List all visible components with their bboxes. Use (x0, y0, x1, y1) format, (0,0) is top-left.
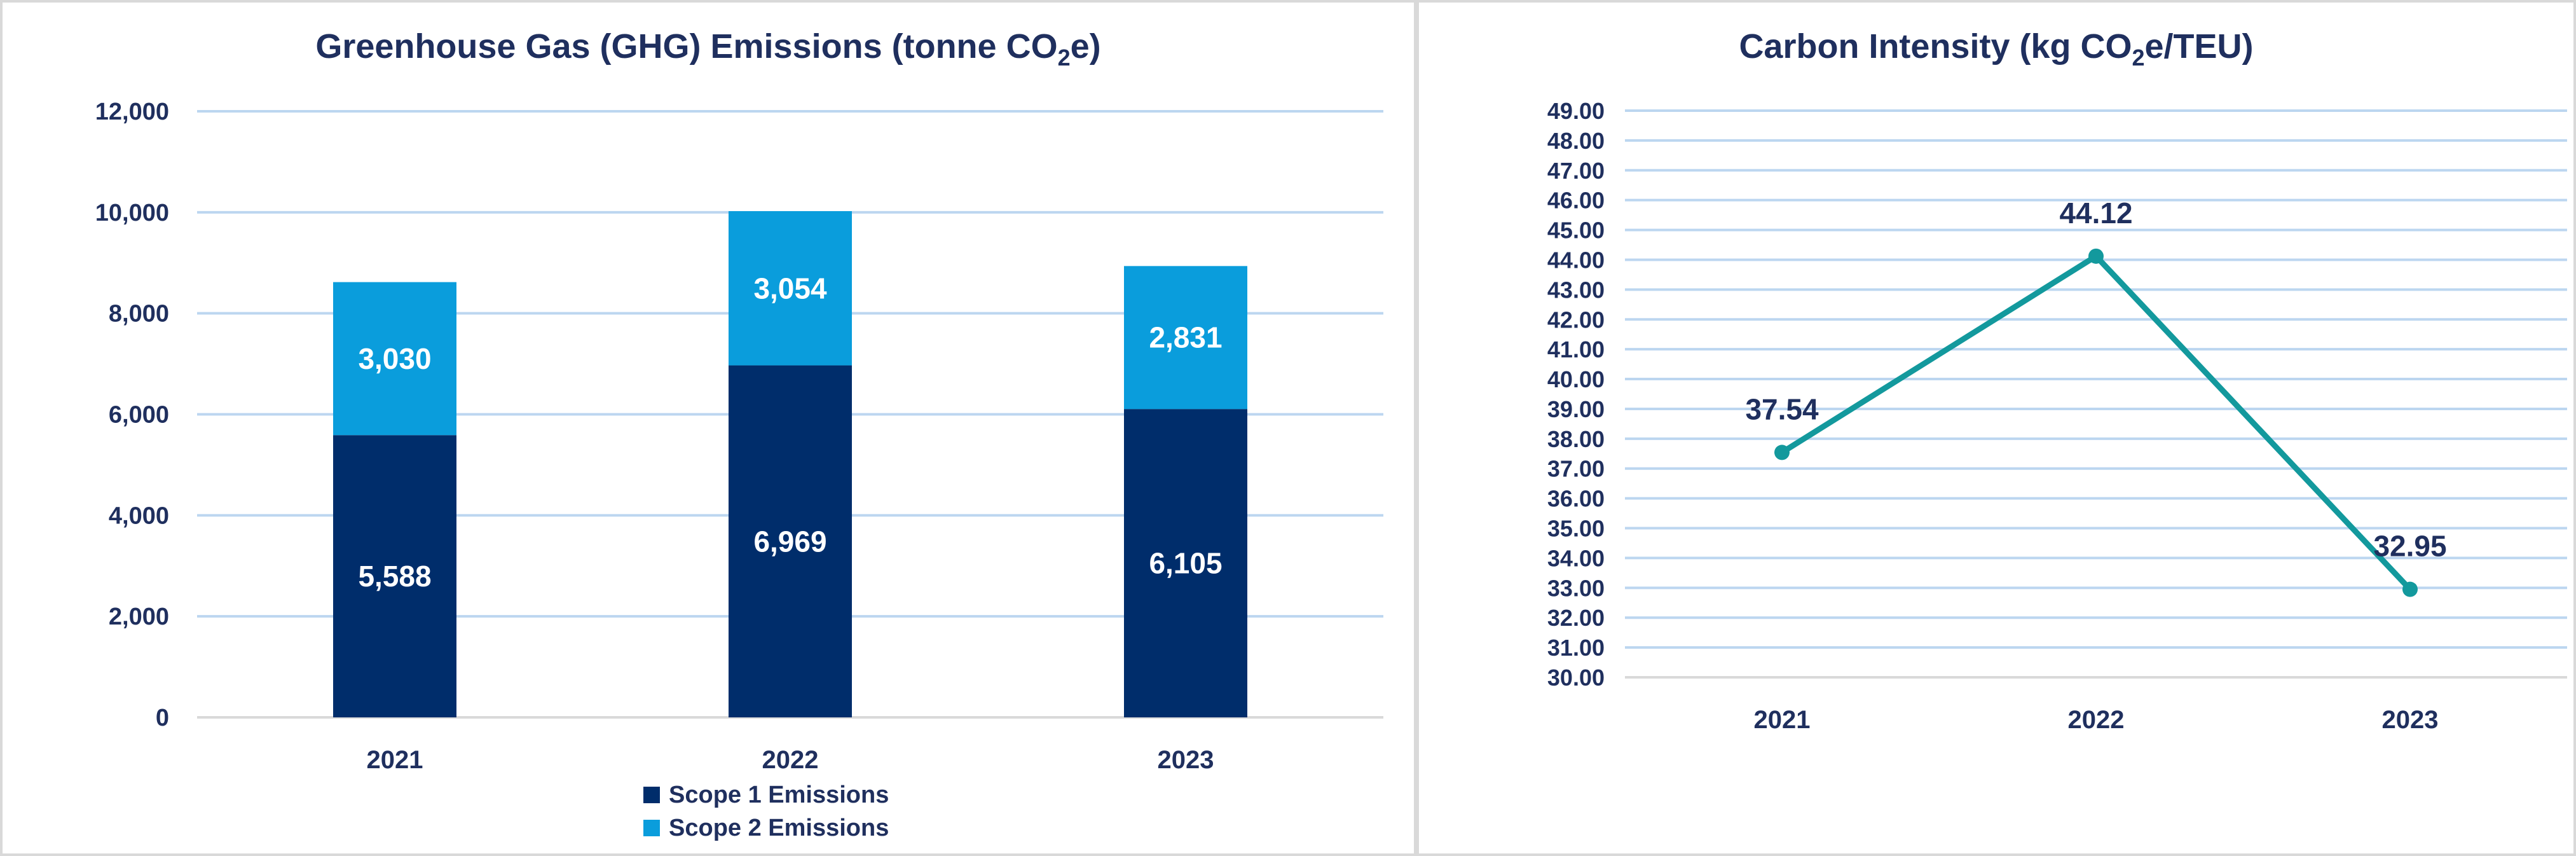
y-tick-label: 41.00 (1547, 336, 1605, 362)
data-label-scope2: 3,054 (753, 272, 827, 305)
y-tick-label: 48.00 (1547, 128, 1605, 154)
legend-item-scope2: Scope 2 Emissions (643, 811, 889, 845)
data-label: 37.54 (1745, 392, 1819, 425)
bar-scope2 (1124, 266, 1247, 410)
x-tick-label: 2021 (367, 746, 423, 774)
intensity-chart-title: Carbon Intensity (kg CO2e/TEU) (1739, 27, 2254, 71)
y-tick-label: 8,000 (109, 301, 169, 328)
data-label-scope1: 6,105 (1149, 547, 1222, 580)
y-tick-label: 45.00 (1547, 217, 1605, 244)
intensity-line-chart: 30.00 31.00 32.00 33.00 34.00 35.00 36.00 37.00… (1547, 98, 2567, 734)
y-tick-label: 40.00 (1547, 366, 1605, 392)
y-tick-label: 0 (156, 705, 169, 731)
x-tick-label: 2021 (1754, 706, 1811, 734)
ghg-bar-chart: 0 2,000 4,000 6,000 8,000 10,000 12,000 5,588 3,… (95, 99, 1383, 774)
y-tick-label: 37.00 (1547, 456, 1605, 482)
legend-label-scope1: Scope 1 Emissions (669, 781, 889, 808)
x-tick-label: 2022 (762, 746, 819, 774)
y-tick-label: 2,000 (109, 604, 169, 630)
y-tick-label: 39.00 (1547, 396, 1605, 422)
bar-scope1 (1124, 409, 1247, 717)
data-point (2088, 248, 2104, 264)
legend-item-scope1: Scope 1 Emissions (643, 778, 889, 811)
y-tick-label: 10,000 (95, 200, 169, 226)
y-tick-label: 6,000 (109, 402, 169, 429)
y-tick-label: 31.00 (1547, 635, 1605, 661)
y-tick-label: 30.00 (1547, 665, 1605, 691)
y-tick-label: 32.00 (1547, 605, 1605, 631)
y-tick-label: 44.00 (1547, 247, 1605, 273)
bar-scope2 (333, 282, 456, 436)
ghg-emissions-panel: Greenhouse Gas (GHG) Emissions (tonne CO… (0, 0, 1416, 856)
y-tick-label: 49.00 (1547, 98, 1605, 124)
data-label-scope1: 5,588 (358, 560, 431, 593)
scope2-swatch (643, 820, 660, 836)
data-label-scope1: 6,969 (753, 525, 826, 558)
y-tick-label: 36.00 (1547, 486, 1605, 512)
x-tick-label: 2022 (2068, 706, 2125, 734)
y-tick-label: 47.00 (1547, 158, 1605, 184)
intensity-line (1780, 253, 2413, 591)
x-tick-label: 2023 (1158, 746, 1214, 774)
data-label-scope2: 3,030 (358, 342, 431, 375)
y-tick-label: 46.00 (1547, 188, 1605, 214)
y-tick-label: 38.00 (1547, 426, 1605, 452)
data-label: 44.12 (2059, 197, 2132, 230)
bar-scope1 (729, 365, 852, 717)
data-label-scope2: 2,831 (1149, 321, 1222, 354)
y-tick-label: 43.00 (1547, 277, 1605, 303)
legend-label-scope2: Scope 2 Emissions (669, 814, 889, 841)
ghg-legend: Scope 1 Emissions Scope 2 Emissions (643, 778, 889, 845)
data-label: 32.95 (2373, 530, 2446, 563)
y-tick-label: 4,000 (109, 502, 169, 529)
carbon-intensity-panel: Carbon Intensity (kg CO2e/TEU) 30.00 31.0… (1416, 0, 2576, 856)
y-tick-label: 42.00 (1547, 307, 1605, 333)
data-point (2402, 581, 2418, 597)
scope1-swatch (643, 787, 660, 803)
y-tick-label: 35.00 (1547, 516, 1605, 542)
y-tick-label: 33.00 (1547, 575, 1605, 601)
y-tick-label: 12,000 (95, 99, 169, 125)
bar-scope2 (729, 211, 852, 366)
ghg-chart-title: Greenhouse Gas (GHG) Emissions (tonne CO… (315, 27, 1101, 71)
data-point (1774, 445, 1790, 460)
x-tick-label: 2023 (2382, 706, 2439, 734)
bar-scope1 (333, 435, 456, 717)
y-tick-label: 34.00 (1547, 545, 1605, 571)
